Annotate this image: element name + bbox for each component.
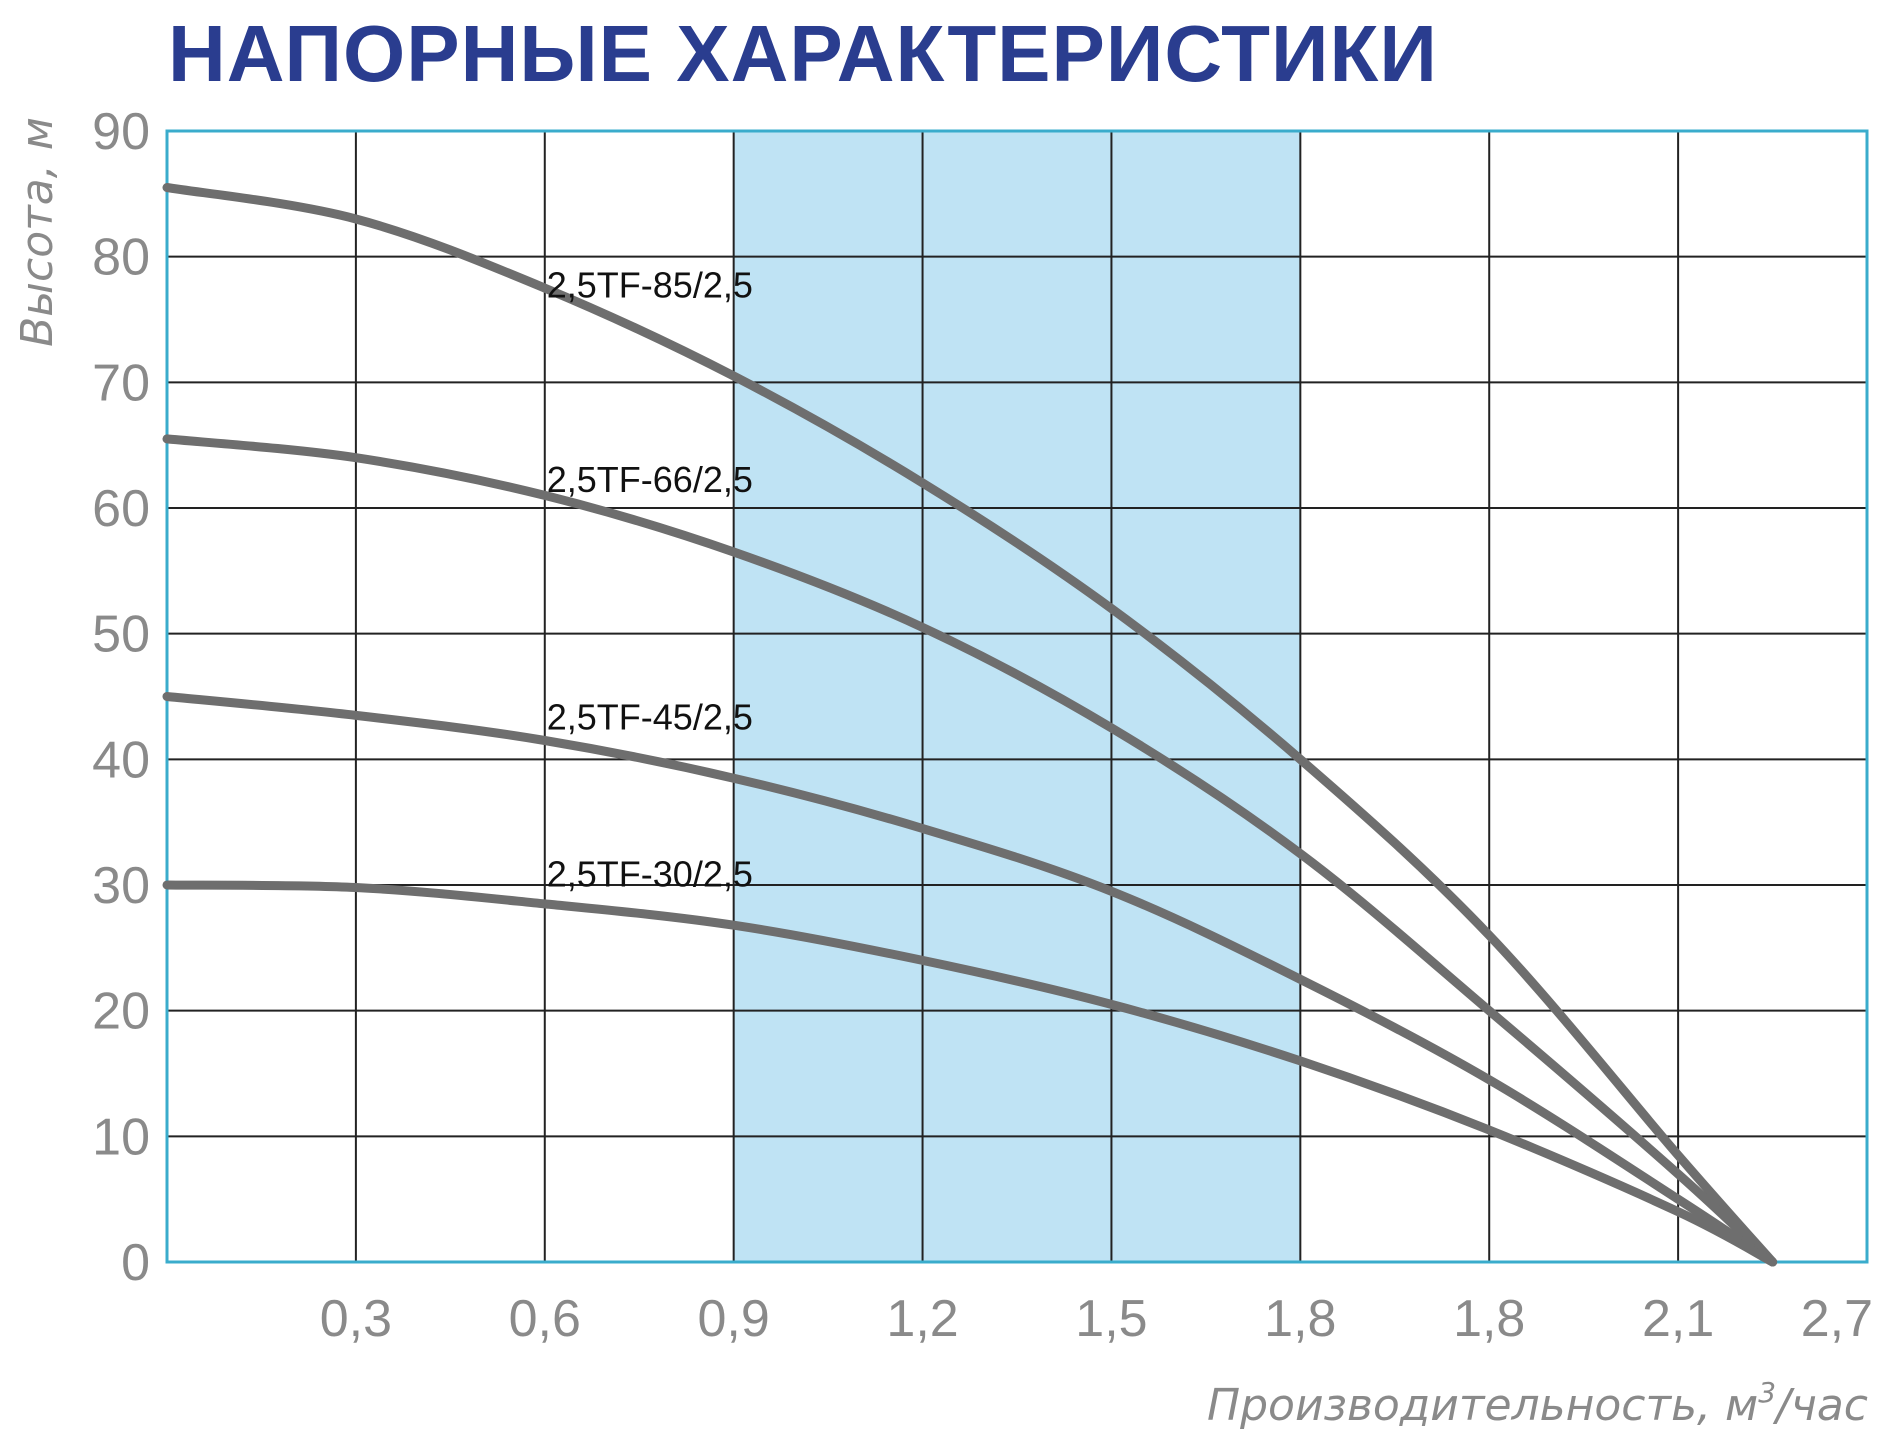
series-line-3 <box>162 692 1778 1267</box>
y-tick-label: 90 <box>92 103 150 161</box>
x-axis-label-suffix: /час <box>1772 1380 1868 1431</box>
series-line-2 <box>162 434 1778 1267</box>
grid-layer <box>167 131 1867 1262</box>
y-tick-label: 10 <box>92 1108 150 1166</box>
y-tick-label: 30 <box>92 857 150 915</box>
x-tick-label: 1,8 <box>1453 1290 1525 1348</box>
y-tick-label: 70 <box>92 354 150 412</box>
series-label-4: 2,5TF-30/2,5 <box>547 853 753 894</box>
chart-title: НАПОРНЫЕ ХАРАКТЕРИСТИКИ <box>168 9 1438 98</box>
y-tick-label: 60 <box>92 480 150 538</box>
x-tick-label: 2,1 <box>1642 1290 1714 1348</box>
x-tick-label: 1,8 <box>1264 1290 1336 1348</box>
y-tick-label: 20 <box>92 983 150 1041</box>
x-tick-label: 1,5 <box>1075 1290 1147 1348</box>
series-label-2: 2,5TF-66/2,5 <box>547 459 753 500</box>
label-layer: Высота, м Производительность, м3/час <box>12 117 1868 1431</box>
tick-layer: 0 10 20 30 40 50 60 70 80 90 0,3 0,6 0,9 1,2 1,5 1,8 1,8… <box>92 103 1873 1348</box>
x-tick-label: 2,7 <box>1801 1290 1873 1348</box>
series-line-4 <box>162 880 1778 1267</box>
y-axis-label: Высота, м <box>12 117 63 347</box>
x-tick-label: 0,3 <box>320 1290 392 1348</box>
y-tick-label: 40 <box>92 731 150 789</box>
series-line-1 <box>162 183 1778 1267</box>
series-layer: 2,5TF-85/2,5 2,5TF-66/2,5 2,5TF-45/2,5 2,5T… <box>162 183 1778 1267</box>
highlight-band-layer <box>733 131 1301 1262</box>
series-label-1: 2,5TF-85/2,5 <box>547 264 753 305</box>
x-axis-label: Производительность, м3/час <box>1207 1376 1868 1431</box>
y-tick-label: 50 <box>92 606 150 664</box>
y-tick-label: 80 <box>92 229 150 287</box>
x-tick-label: 0,6 <box>509 1290 581 1348</box>
x-axis-label-main: Производительность, м <box>1207 1380 1758 1431</box>
y-tick-label: 0 <box>121 1234 150 1292</box>
series-label-3: 2,5TF-45/2,5 <box>547 697 753 738</box>
x-axis-label-superscript: 3 <box>1758 1376 1776 1409</box>
x-tick-label: 0,9 <box>698 1290 770 1348</box>
x-tick-label: 1,2 <box>886 1290 958 1348</box>
highlight-band <box>733 131 1301 1262</box>
